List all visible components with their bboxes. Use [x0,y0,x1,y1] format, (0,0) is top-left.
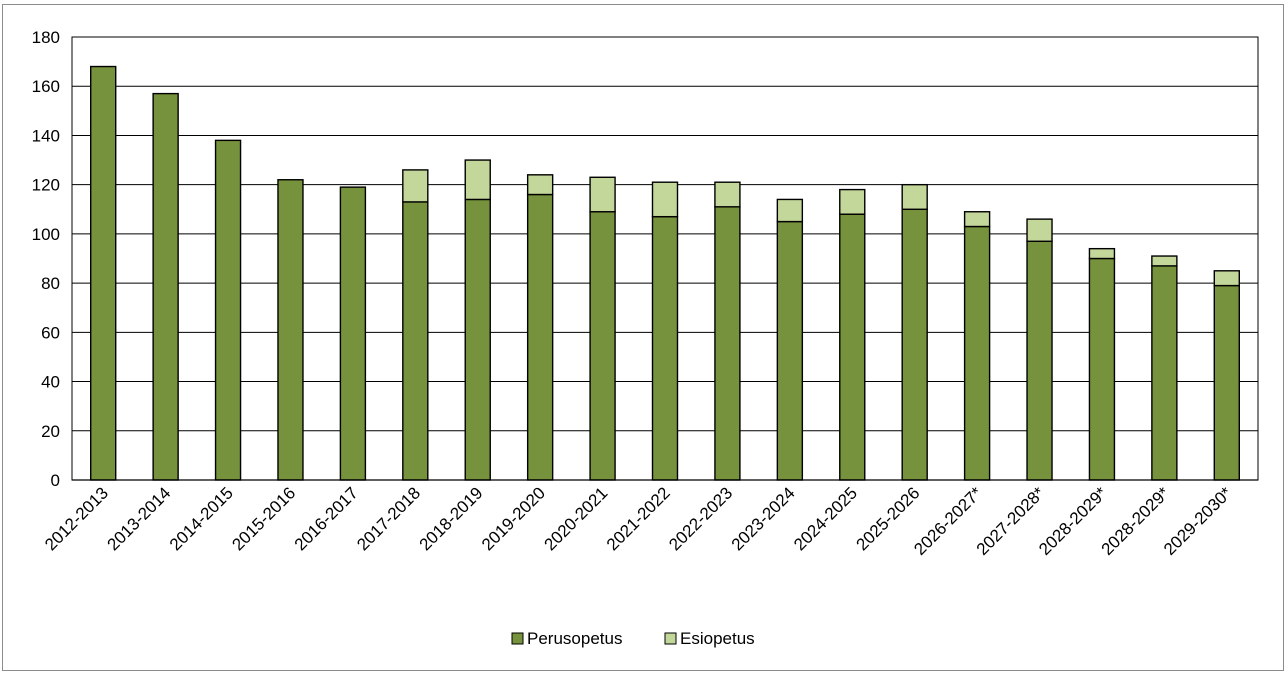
legend-label-perusopetus: Perusopetus [527,629,622,648]
bar-perusopetus-6 [464,198,491,481]
y-tick-label: 140 [32,126,60,145]
y-tick-label: 100 [32,225,60,244]
x-tick-label: 2019-2020 [478,483,549,554]
bar-esiopetus-7 [526,174,554,196]
bar-perusopetus-2 [214,139,242,481]
y-tick-label: 120 [32,176,60,195]
x-tick-label: 2022-2023 [665,483,736,554]
bar-perusopetus-10 [714,206,741,481]
bar-perusopetus-16 [1088,257,1116,481]
x-tick-label: 2023-2024 [728,483,799,554]
bar-perusopetus-7 [526,193,554,481]
bar-esiopetus-6 [464,159,491,201]
x-tick-label: 2012-2013 [41,483,112,554]
bar-esiopetus-11 [776,198,804,223]
bar-perusopetus-1 [152,92,179,481]
bar-esiopetus-16 [1088,247,1116,260]
bar-esiopetus-5 [402,169,429,203]
bar-esiopetus-8 [589,176,616,213]
x-tick-label: 2014-2015 [166,483,237,554]
bar-perusopetus-4 [339,186,367,481]
legend-swatch-perusopetus [511,632,524,645]
y-tick-label: 20 [41,422,60,441]
bar-esiopetus-12 [839,188,866,215]
bar-perusopetus-3 [277,179,304,481]
bar-perusopetus-14 [963,225,991,481]
bar-perusopetus-0 [90,65,117,481]
bar-esiopetus-13 [901,183,928,210]
y-tick-label: 180 [32,28,60,47]
bar-esiopetus-17 [1151,255,1178,267]
x-tick-labels: 2012-20132013-20142014-20152015-20162016… [41,483,1236,559]
x-tick-label: 2015-2016 [228,483,299,554]
bar-esiopetus-9 [651,181,679,218]
x-tick-label: 2021-2022 [603,483,674,554]
bar-perusopetus-5 [402,201,429,481]
bar-perusopetus-8 [589,211,616,481]
bar-perusopetus-18 [1213,284,1240,481]
bar-esiopetus-14 [963,211,991,228]
x-tick-label: 2018-2019 [416,483,487,554]
legend: Perusopetus Esiopetus [511,629,755,648]
x-tick-label: 2020-2021 [540,483,611,554]
x-tick-label: 2017-2018 [353,483,424,554]
bars [90,65,1240,481]
y-tick-label: 40 [41,373,60,392]
bar-perusopetus-12 [839,213,866,481]
y-tick-label: 160 [32,77,60,96]
bar-perusopetus-17 [1151,265,1178,481]
x-tick-label: 2013-2014 [104,483,175,554]
legend-swatch-esiopetus [664,632,677,645]
x-tick-label: 2024-2025 [790,483,861,554]
axes [71,36,1259,481]
y-tick-label: 60 [41,323,60,342]
y-tick-label: 80 [41,274,60,293]
legend-label-esiopetus: Esiopetus [680,629,755,648]
y-tick-label: 0 [51,471,60,490]
bar-perusopetus-15 [1026,240,1053,481]
x-tick-label: 2029-2030* [1160,483,1236,559]
bar-perusopetus-11 [776,220,804,481]
bar-perusopetus-13 [901,208,928,481]
bar-esiopetus-15 [1026,218,1053,242]
x-tick-label: 2016-2017 [291,483,362,554]
bar-esiopetus-18 [1213,270,1240,287]
bar-esiopetus-10 [714,181,741,208]
bar-perusopetus-9 [651,215,679,481]
y-tick-labels: 0 20 40 60 80 100 120 140 160 180 [32,28,60,490]
